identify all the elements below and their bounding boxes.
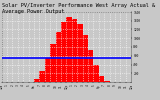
Bar (88, 50, 93, 82)
Bar (72, 19, 77, 82)
Bar (45, 58, 50, 82)
Bar (93, 65, 99, 82)
Bar (39, 71, 45, 82)
Text: Solar PV/Inverter Performance West Array Actual & Average Power Output: Solar PV/Inverter Performance West Array… (2, 3, 155, 14)
Bar (34, 79, 39, 82)
Bar (61, 22, 66, 82)
Bar (99, 76, 104, 82)
Bar (77, 24, 83, 82)
Bar (56, 32, 61, 82)
Bar (83, 35, 88, 82)
Bar (50, 44, 56, 82)
Bar (104, 81, 110, 82)
Bar (66, 17, 72, 82)
